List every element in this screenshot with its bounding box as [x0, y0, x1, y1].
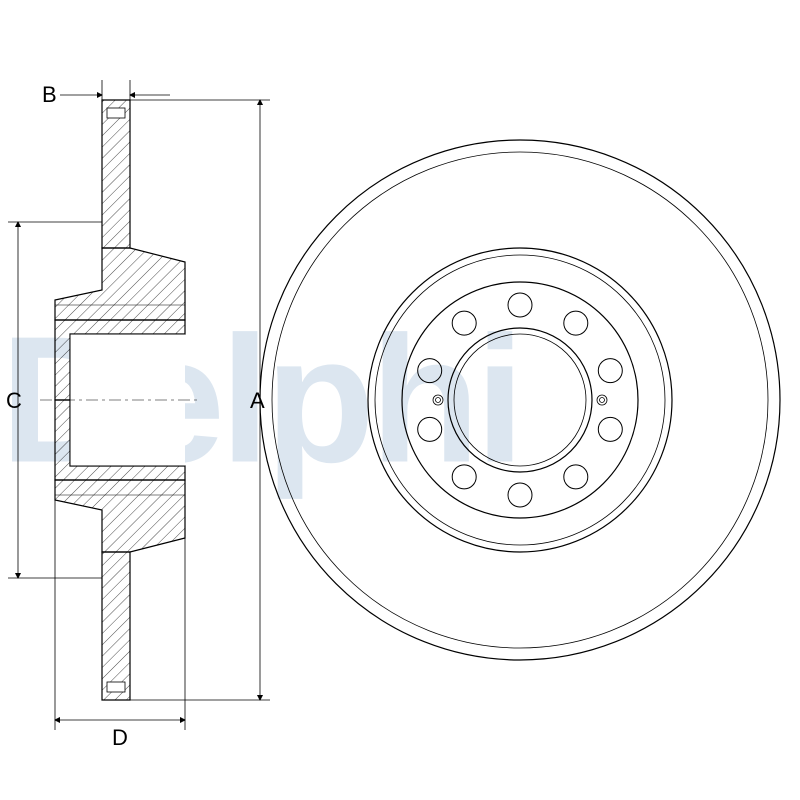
front-view [260, 140, 780, 660]
side-view [40, 100, 200, 700]
pin-holes [433, 395, 607, 405]
technical-drawing: A B C D [0, 0, 800, 800]
label-b: B [42, 82, 57, 107]
label-c: C [6, 388, 22, 413]
label-d: D [112, 725, 128, 750]
label-a: A [250, 388, 265, 413]
